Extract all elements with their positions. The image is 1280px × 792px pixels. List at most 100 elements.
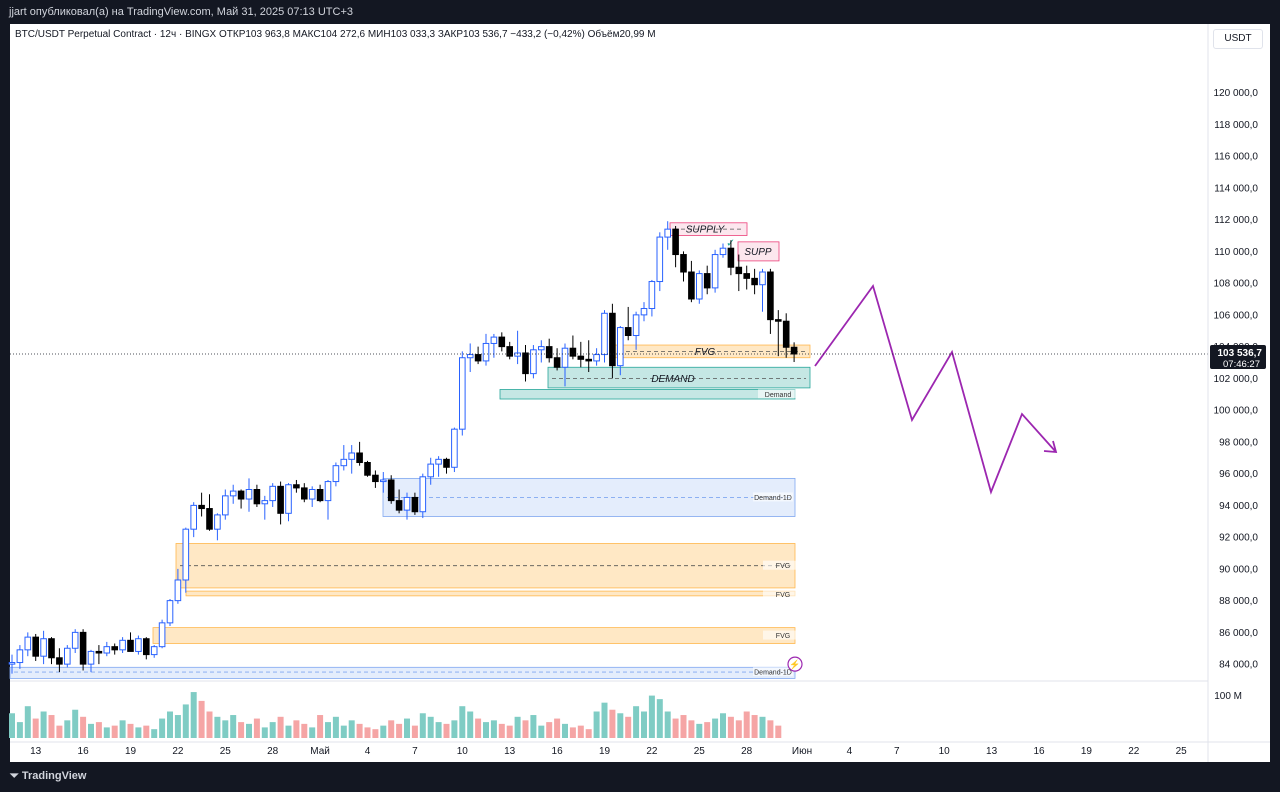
candle-body [656,236,664,283]
volume-bar [554,718,561,738]
y-tick-label: 118 000,0 [1214,120,1258,131]
candle-body [427,463,434,478]
candle [364,460,371,477]
zone-label-3: DEMAND [651,374,694,385]
volume-bar [325,722,331,738]
candle-body [672,228,679,256]
candle-body [490,336,498,344]
candle [782,313,790,358]
zone-supply-1 [737,241,780,262]
volume-bar [103,727,110,738]
volume-bar [261,727,268,738]
candle [190,502,197,538]
candle-body [585,358,593,362]
volume-bar [64,720,71,738]
candle-body [569,347,577,357]
volume-bar [451,720,458,738]
volume-bar [56,725,63,738]
candle-body [8,662,16,665]
zone-demand-3 [547,366,811,389]
candle-body [767,271,774,321]
x-tick-label: 10 [457,746,469,757]
candle-body [332,465,340,483]
candle [395,489,403,514]
currency-button[interactable]: USDT [1213,29,1263,49]
zone-demand-4 [499,389,796,400]
x-tick-label: 16 [552,746,564,757]
candle [261,495,269,520]
volume-bar [704,722,711,738]
volume-bar [404,718,410,738]
candle [569,335,577,360]
volume-bar [506,725,513,738]
volume-bar [625,716,632,738]
candle-body [474,354,482,362]
volume-bar [167,711,173,738]
alert-icon-glyph: ⚡ [789,659,800,671]
x-tick-label: 16 [1033,746,1045,757]
volume-bar [743,711,750,738]
candle [735,254,743,292]
y-tick-label: 102 000,0 [1214,374,1259,385]
candle [324,479,332,520]
volume-bar [135,727,142,738]
candle [285,483,292,522]
volume-bar [206,711,213,738]
candle-body [664,228,672,238]
candle-body [198,504,205,510]
candle-body [324,481,332,502]
x-tick-label: 22 [1128,746,1140,757]
volume-bar [317,715,324,738]
zone-label-bg-9 [753,667,793,677]
candle [466,343,474,373]
volume-bar [633,706,640,738]
volume-bar [277,716,284,738]
tradingview-logo[interactable]: ⏷ TradingView [10,770,86,783]
candle [166,599,174,627]
candle [530,345,537,379]
volume-bar [459,706,466,738]
x-tick-label: 19 [125,746,137,757]
y-tick-label: 96 000,0 [1219,469,1258,480]
candle-body [261,500,269,505]
y-tick-label: 90 000,0 [1219,564,1258,575]
candle-body [111,646,119,651]
volume-bar [214,716,221,738]
volume-bar [656,699,663,738]
candle [545,338,553,363]
candle-body [688,271,695,300]
volume-bar [522,720,529,738]
x-tick-label: 25 [694,746,706,757]
candle [222,489,229,520]
candle-body [340,458,348,467]
candle [514,330,521,365]
volume-bar [546,722,553,738]
candle-body [609,312,616,367]
x-tick-label: 19 [599,746,611,757]
candle [601,310,608,363]
volume-layer [9,692,782,738]
x-tick-label: 22 [646,746,658,757]
y-tick-label: 92 000,0 [1219,533,1258,544]
volume-bar [88,723,94,738]
alert-icon-circle [787,656,803,672]
volume-bar [396,723,403,738]
candle-body [308,489,316,500]
candle-body [482,342,490,362]
candle-body [530,349,537,375]
volume-bar [372,729,379,738]
candle [767,268,774,334]
candle-body [680,254,687,273]
volume-bar [759,716,766,738]
candle-body [782,320,790,348]
price-tag-countdown: 07:46:27 [1223,359,1260,370]
publisher-bar: jjart опубликовал(а) на TradingView.com,… [0,0,1280,24]
candle [277,481,284,525]
candle-body [435,458,442,465]
volume-scale-label: 100 M [1214,691,1242,702]
candle-body [759,271,766,286]
volume-bar [198,700,205,738]
candle-body [459,357,466,430]
volume-bar [411,725,418,738]
